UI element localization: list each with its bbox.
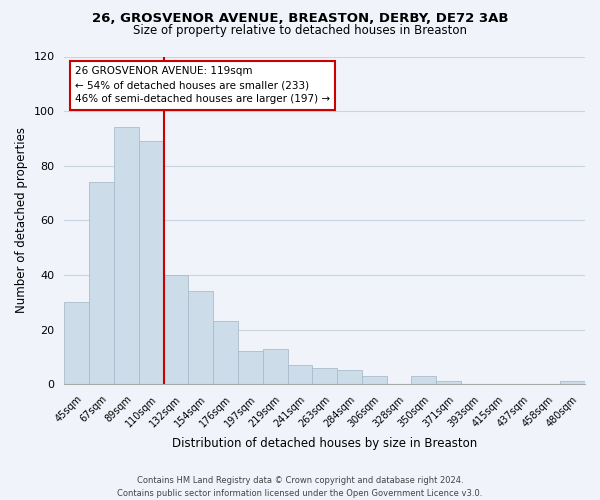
Bar <box>313 368 337 384</box>
Bar <box>436 382 461 384</box>
Bar <box>89 182 114 384</box>
Bar <box>337 370 362 384</box>
Text: Size of property relative to detached houses in Breaston: Size of property relative to detached ho… <box>133 24 467 37</box>
Bar <box>362 376 386 384</box>
Bar <box>164 275 188 384</box>
Bar <box>412 376 436 384</box>
Bar <box>287 365 313 384</box>
Text: Contains HM Land Registry data © Crown copyright and database right 2024.
Contai: Contains HM Land Registry data © Crown c… <box>118 476 482 498</box>
Bar <box>560 382 585 384</box>
Y-axis label: Number of detached properties: Number of detached properties <box>15 128 28 314</box>
Bar <box>188 292 213 384</box>
X-axis label: Distribution of detached houses by size in Breaston: Distribution of detached houses by size … <box>172 437 478 450</box>
Bar <box>238 352 263 384</box>
Text: 26, GROSVENOR AVENUE, BREASTON, DERBY, DE72 3AB: 26, GROSVENOR AVENUE, BREASTON, DERBY, D… <box>92 12 508 26</box>
Text: 26 GROSVENOR AVENUE: 119sqm
← 54% of detached houses are smaller (233)
46% of se: 26 GROSVENOR AVENUE: 119sqm ← 54% of det… <box>75 66 330 104</box>
Bar <box>263 348 287 384</box>
Bar <box>114 128 139 384</box>
Bar <box>213 322 238 384</box>
Bar <box>64 302 89 384</box>
Bar <box>139 141 164 384</box>
